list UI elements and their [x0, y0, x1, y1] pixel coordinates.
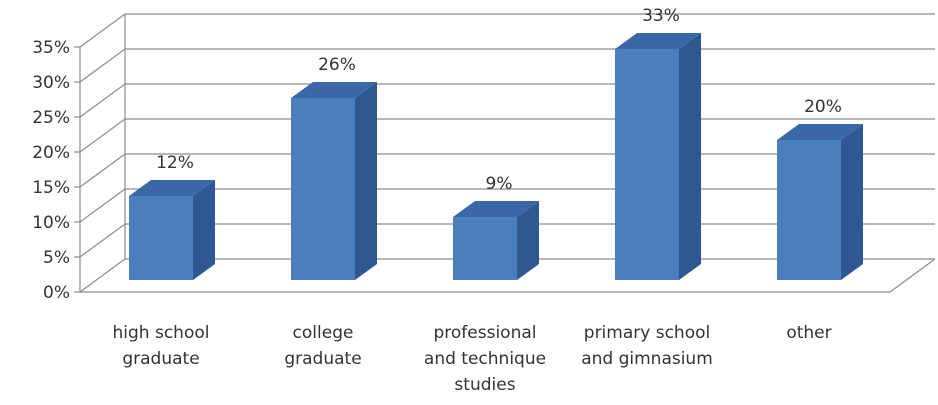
- gridline-depth: [79, 83, 126, 118]
- bar: [291, 82, 377, 280]
- bar-front: [777, 140, 841, 280]
- bar: [615, 33, 701, 280]
- data-label: 26%: [318, 55, 356, 75]
- data-label: 12%: [156, 153, 194, 173]
- bar-top: [129, 180, 215, 196]
- bar-top: [291, 82, 377, 98]
- y-axis-ticks: 0% 5% 10% 15% 20% 25% 30% 35%: [32, 38, 70, 303]
- bar-top: [453, 201, 539, 217]
- y-tick-label: 20%: [32, 143, 70, 163]
- gridline-depth: [79, 13, 126, 48]
- bar-front: [453, 217, 517, 280]
- gridline-depth: [79, 118, 126, 153]
- bar: [777, 124, 863, 280]
- bar-side: [355, 82, 377, 280]
- data-label: 9%: [486, 174, 513, 194]
- bars: [129, 33, 863, 280]
- category-label: studies: [454, 375, 515, 395]
- category-label: and technique: [424, 349, 546, 369]
- y-tick-label: 10%: [32, 213, 70, 233]
- y-tick-label: 35%: [32, 38, 70, 58]
- gridline-depth: [79, 153, 126, 188]
- bar: [453, 201, 539, 280]
- category-label: and gimnasium: [581, 349, 713, 369]
- bar-front: [129, 196, 193, 280]
- bar-top: [777, 124, 863, 140]
- floor-right-edge: [889, 258, 936, 293]
- bar-front: [615, 49, 679, 280]
- bar-side: [517, 201, 539, 280]
- data-label: 33%: [642, 6, 680, 26]
- category-label: other: [786, 323, 831, 343]
- y-tick-label: 5%: [43, 248, 70, 268]
- category-label: graduate: [284, 349, 361, 369]
- y-tick-label: 15%: [32, 178, 70, 198]
- gridline-depth: [79, 188, 126, 223]
- category-label: college: [293, 323, 354, 343]
- bar-side: [679, 33, 701, 280]
- category-label: high school: [113, 323, 210, 343]
- category-label: graduate: [122, 349, 199, 369]
- x-axis-categories: high school graduate college graduate profes…: [113, 323, 832, 395]
- bar: [129, 180, 215, 280]
- category-label: professional: [433, 323, 536, 343]
- bar-side: [193, 180, 215, 280]
- gridline-depth: [79, 258, 126, 293]
- data-labels: 12% 26% 9% 33% 20%: [156, 6, 842, 194]
- bar-top: [615, 33, 701, 49]
- y-tick-label: 0%: [43, 283, 70, 303]
- category-label: primary school: [584, 323, 710, 343]
- data-label: 20%: [804, 97, 842, 117]
- bar-side: [841, 124, 863, 280]
- y-tick-label: 25%: [32, 108, 70, 128]
- y-tick-label: 30%: [32, 73, 70, 93]
- bar-front: [291, 98, 355, 280]
- gridline-depth: [79, 48, 126, 83]
- gridline-depth: [79, 223, 126, 258]
